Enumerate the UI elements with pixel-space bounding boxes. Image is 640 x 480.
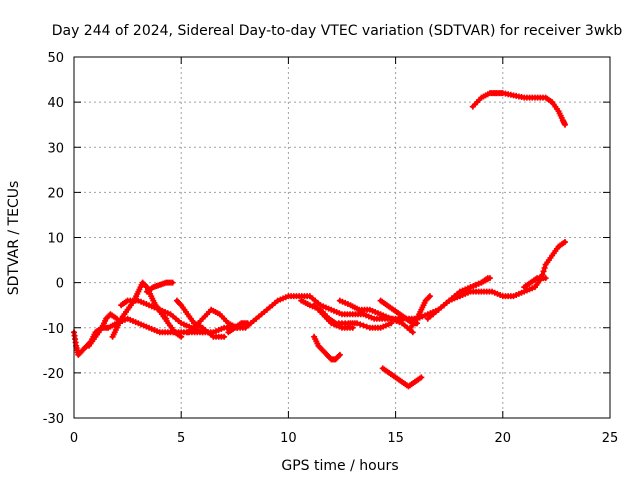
series-branch-16 — [521, 275, 549, 291]
data-point — [349, 324, 356, 331]
data-point — [409, 329, 416, 336]
y-tick-label: -10 — [43, 322, 64, 337]
x-tick-label: 20 — [495, 431, 512, 446]
data-point — [363, 323, 370, 330]
x-axis-label: GPS time / hours — [281, 458, 398, 474]
x-tick-label: 0 — [70, 431, 78, 446]
y-tick-label: 20 — [47, 186, 64, 201]
y-axis-label: SDTVAR / TECUs — [6, 181, 22, 296]
data-point — [486, 275, 493, 282]
data-point — [360, 322, 367, 329]
data-point — [561, 239, 568, 246]
data-point — [178, 333, 185, 340]
data-point — [541, 264, 548, 271]
series-branch-6 — [173, 297, 228, 340]
plot-frame — [73, 56, 611, 419]
data-point — [357, 321, 364, 328]
y-tick-label: 50 — [47, 51, 64, 66]
series-branch-5 — [152, 302, 185, 340]
series-branch-4 — [143, 279, 176, 295]
chart-title: Day 244 of 2024, Sidereal Day-to-day VTE… — [52, 23, 623, 39]
data-point — [335, 352, 342, 359]
y-tick-label: -20 — [43, 367, 64, 382]
x-tick-label: 15 — [387, 431, 404, 446]
y-tick-label: 30 — [47, 141, 64, 156]
y-tick-label: 0 — [56, 277, 64, 292]
series-branch-7 — [184, 306, 240, 336]
x-tick-label: 5 — [177, 431, 185, 446]
series-branch-11 — [336, 297, 416, 336]
series-isolated-a — [311, 333, 343, 363]
data-point — [425, 294, 432, 301]
series-branch-8 — [225, 320, 251, 336]
data-point — [426, 293, 433, 300]
series-isolated-c — [469, 90, 568, 128]
y-tick-label: 40 — [47, 96, 64, 111]
series-branch-15 — [456, 275, 493, 300]
series-isolated-b — [379, 365, 425, 390]
data-point — [540, 268, 547, 275]
series-main-band — [71, 239, 568, 358]
data-point — [336, 351, 343, 358]
ticks: 0 5 10 15 20 25 -30 -20 -10 0 10 20 30 40 50 — [43, 51, 619, 446]
series-branch-1 — [86, 311, 120, 349]
series-trace — [72, 240, 567, 357]
series-branch-10 — [311, 302, 356, 331]
data-point — [244, 320, 251, 327]
data-point — [169, 279, 176, 286]
data-point — [354, 320, 361, 327]
data-point — [142, 283, 149, 290]
data-point — [542, 275, 549, 282]
data-point — [418, 374, 425, 381]
grid — [74, 57, 610, 418]
plot-area — [71, 90, 568, 390]
data-point — [177, 301, 184, 308]
y-tick-label: -30 — [43, 412, 64, 427]
data-point — [221, 333, 228, 340]
data-point — [561, 121, 568, 128]
x-tick-label: 10 — [280, 431, 297, 446]
x-tick-label: 25 — [602, 431, 619, 446]
y-tick-label: 10 — [47, 232, 64, 247]
series-branch-13 — [407, 293, 433, 331]
